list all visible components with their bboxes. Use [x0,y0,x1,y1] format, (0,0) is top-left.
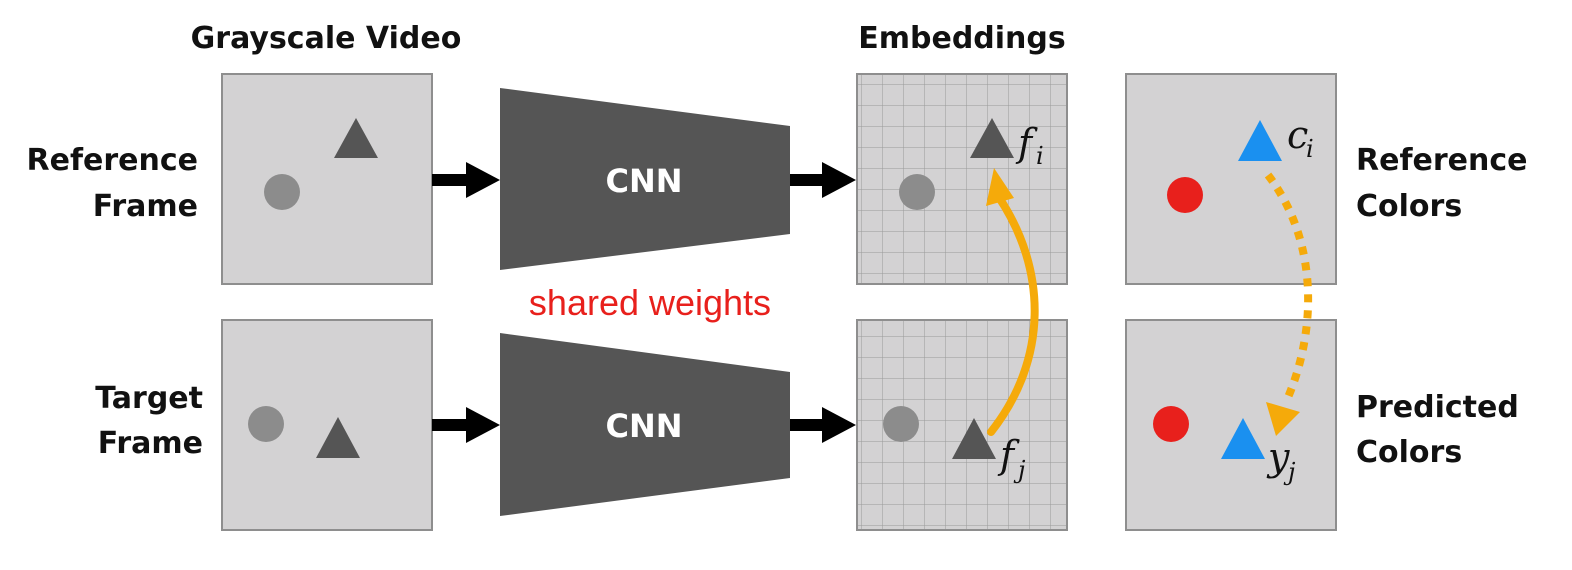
gray-circle [264,174,300,210]
embeddings-header: Embeddings [858,21,1066,56]
predicted-colors-panel [1125,319,1337,531]
embedding-grid [857,74,1067,284]
reference-colors-label-line2: Colors [1356,189,1462,224]
reference-frame-label-line2: Frame [93,189,198,224]
svg-text:y: y [1266,435,1290,479]
target-frame-label-line2: Frame [98,426,203,461]
arrow-frame-to-cnn-top [432,162,500,198]
cnn-label-top: CNN [605,162,682,200]
red-circle [1153,406,1189,442]
gray-circle [248,406,284,442]
dark-triangle [970,118,1014,158]
arrow-cnn-to-embedding-bottom [790,407,856,443]
grayscale-video-header: Grayscale Video [191,21,462,56]
dark-triangle [316,417,360,458]
red-circle [1167,177,1203,213]
predicted-colors-label-line2: Colors [1356,435,1462,470]
blue-triangle [1238,120,1282,161]
reference-frame-panel [221,73,433,285]
dark-triangle [952,418,996,459]
predicted-colors-label-line1: Predicted [1356,390,1519,425]
gray-circle [883,406,919,442]
gray-circle [899,174,935,210]
reference-colors-label-line1: Reference [1356,143,1527,178]
blue-triangle [1221,418,1265,459]
svg-text:i: i [1306,135,1314,163]
target-frame-panel [221,319,433,531]
cnn-block-top [500,88,790,270]
cnn-label-bottom: CNN [605,407,682,445]
arrow-cnn-to-embedding-top [790,162,856,198]
dark-triangle [334,118,378,158]
similarity-arrow [986,168,1039,436]
color-copy-arrow [1264,172,1313,436]
target-embedding-panel [856,319,1068,531]
cnn-block-bottom [500,333,790,516]
arrow-frame-to-cnn-bottom [432,407,500,443]
target-frame-label-line1: Target [95,381,203,416]
c-i-symbol: c i [1287,113,1314,163]
reference-embedding-panel [856,73,1068,285]
reference-frame-label-line1: Reference [27,143,198,178]
svg-text:c: c [1287,113,1308,157]
svg-text:i: i [1036,142,1044,170]
shared-weights-label: shared weights [529,282,771,323]
